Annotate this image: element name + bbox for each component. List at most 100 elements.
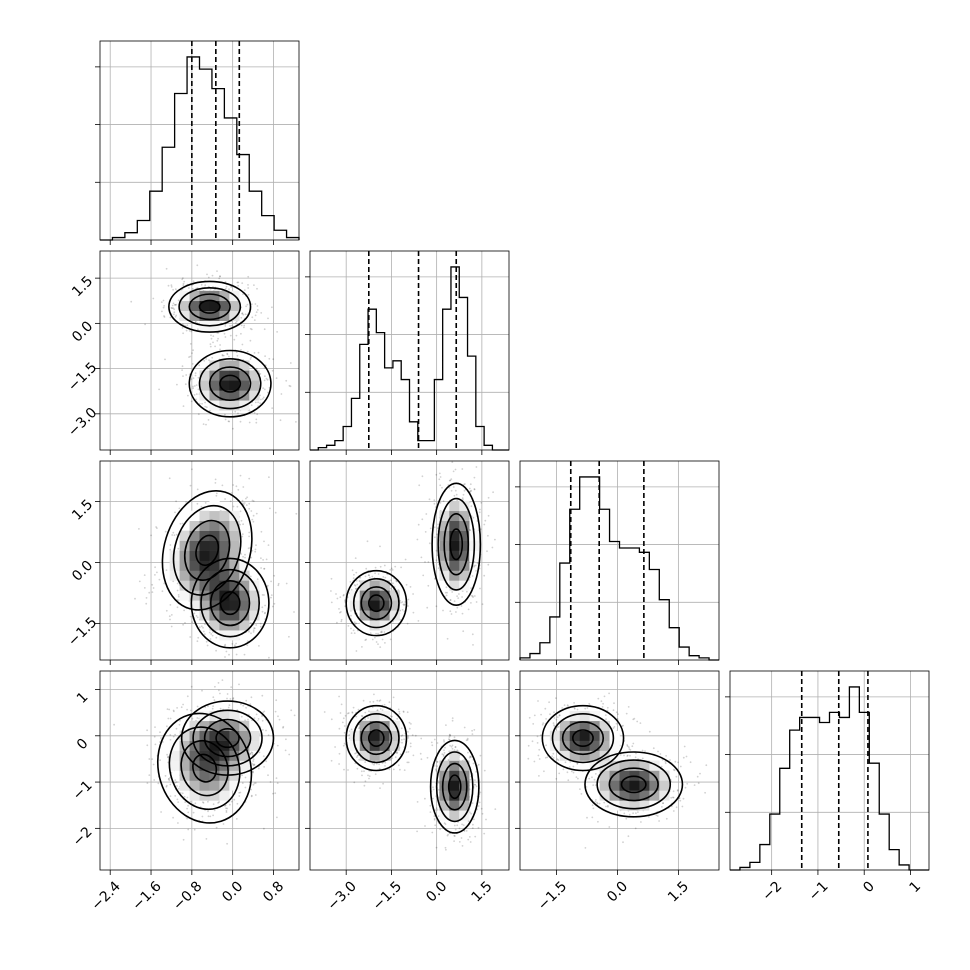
scatter-point <box>466 739 469 741</box>
scatter-point <box>453 736 456 739</box>
scatter-point <box>416 830 418 833</box>
density-cell <box>239 730 250 741</box>
scatter-point <box>246 644 249 647</box>
scatter-point <box>186 817 189 820</box>
scatter-point <box>250 632 252 635</box>
density-cell <box>239 380 250 391</box>
scatter-point <box>151 583 154 586</box>
scatter-point <box>169 316 172 319</box>
scatter-point <box>352 706 355 709</box>
density-cell <box>239 760 250 771</box>
density-cell <box>199 380 210 391</box>
scatter-point <box>442 753 445 756</box>
contour-level-0 <box>215 728 240 749</box>
contour-level-1 <box>180 740 229 797</box>
density-cell <box>219 730 230 741</box>
scatter-point <box>368 576 371 579</box>
scatter-point <box>160 811 163 813</box>
density-cell <box>359 620 370 631</box>
scatter-point <box>492 491 494 494</box>
scatter-point <box>438 472 441 475</box>
contour-level-2 <box>168 726 241 811</box>
scatter-point <box>240 519 243 522</box>
scatter-point <box>238 683 240 686</box>
density-cell <box>189 530 200 541</box>
density-cell <box>439 800 450 811</box>
scatter-point <box>532 723 535 725</box>
scatter-point <box>192 280 195 283</box>
scatter-point <box>451 747 454 750</box>
scatter-point <box>289 385 292 388</box>
scatter-point <box>263 766 265 768</box>
scatter-point <box>181 278 184 281</box>
scatter-point <box>561 707 564 709</box>
scatter-point <box>470 505 473 508</box>
density-cell <box>219 610 230 621</box>
scatter-point <box>275 777 278 779</box>
scatter-point <box>352 629 355 632</box>
scatter-point <box>470 594 473 597</box>
scatter-point <box>398 712 401 715</box>
scatter-point <box>252 500 255 502</box>
scatter-point <box>537 700 539 702</box>
scatter-point <box>173 308 176 311</box>
scatter-point <box>200 505 203 508</box>
scatter-point <box>215 826 218 829</box>
scatter-point <box>173 534 176 537</box>
scatter-point <box>477 826 480 829</box>
scatter-point <box>262 387 265 390</box>
histogram-step-1 <box>310 266 509 451</box>
density-cell <box>169 750 180 761</box>
density-cell <box>229 510 240 521</box>
scatter-point <box>428 542 431 545</box>
density-cell <box>219 590 230 601</box>
scatter-point <box>229 803 231 806</box>
scatter-point <box>347 712 350 714</box>
scatter-point <box>148 591 151 594</box>
density-cell <box>169 740 180 751</box>
scatter-point <box>406 711 409 714</box>
scatter-point <box>445 586 448 589</box>
scatter-point <box>228 288 230 291</box>
scatter-point <box>166 753 169 756</box>
density-cell <box>349 730 361 741</box>
scatter-point <box>224 644 226 647</box>
scatter-point <box>364 711 367 714</box>
density-cell <box>229 720 240 731</box>
scatter-point <box>340 620 343 623</box>
scatter-point <box>439 484 442 487</box>
scatter-point <box>401 608 404 611</box>
scatter-point <box>454 468 457 471</box>
scatter-point <box>219 275 221 278</box>
scatter-point <box>202 626 204 629</box>
scatter-point <box>267 774 269 777</box>
scatter-point <box>330 601 333 604</box>
scatter-point <box>441 486 443 489</box>
contour-level-2 <box>198 357 262 410</box>
scatter-point <box>256 309 259 311</box>
scatter-point <box>154 566 157 569</box>
scatter-point <box>355 650 358 652</box>
scatter-point <box>240 553 243 555</box>
scatter-point <box>261 694 264 697</box>
scatter-point <box>167 778 170 780</box>
scatter-point <box>487 534 489 537</box>
scatter-point <box>471 595 474 597</box>
scatter-point <box>468 487 471 490</box>
scatter-point <box>432 786 434 789</box>
scatter-point <box>473 729 476 731</box>
scatter-point <box>375 641 378 643</box>
scatter-point <box>354 588 357 590</box>
scatter-point <box>239 510 242 513</box>
density-cell <box>219 600 230 611</box>
scatter-point <box>177 801 180 803</box>
contour-level-0 <box>447 774 462 800</box>
scatter-point <box>255 624 258 626</box>
scatter-point <box>473 488 476 491</box>
scatter-point <box>471 575 474 577</box>
scatter-point <box>235 322 237 324</box>
scatter-point <box>197 636 200 639</box>
scatter-point <box>250 751 253 754</box>
scatter-point <box>262 711 264 714</box>
contour-level-3 <box>180 700 275 776</box>
